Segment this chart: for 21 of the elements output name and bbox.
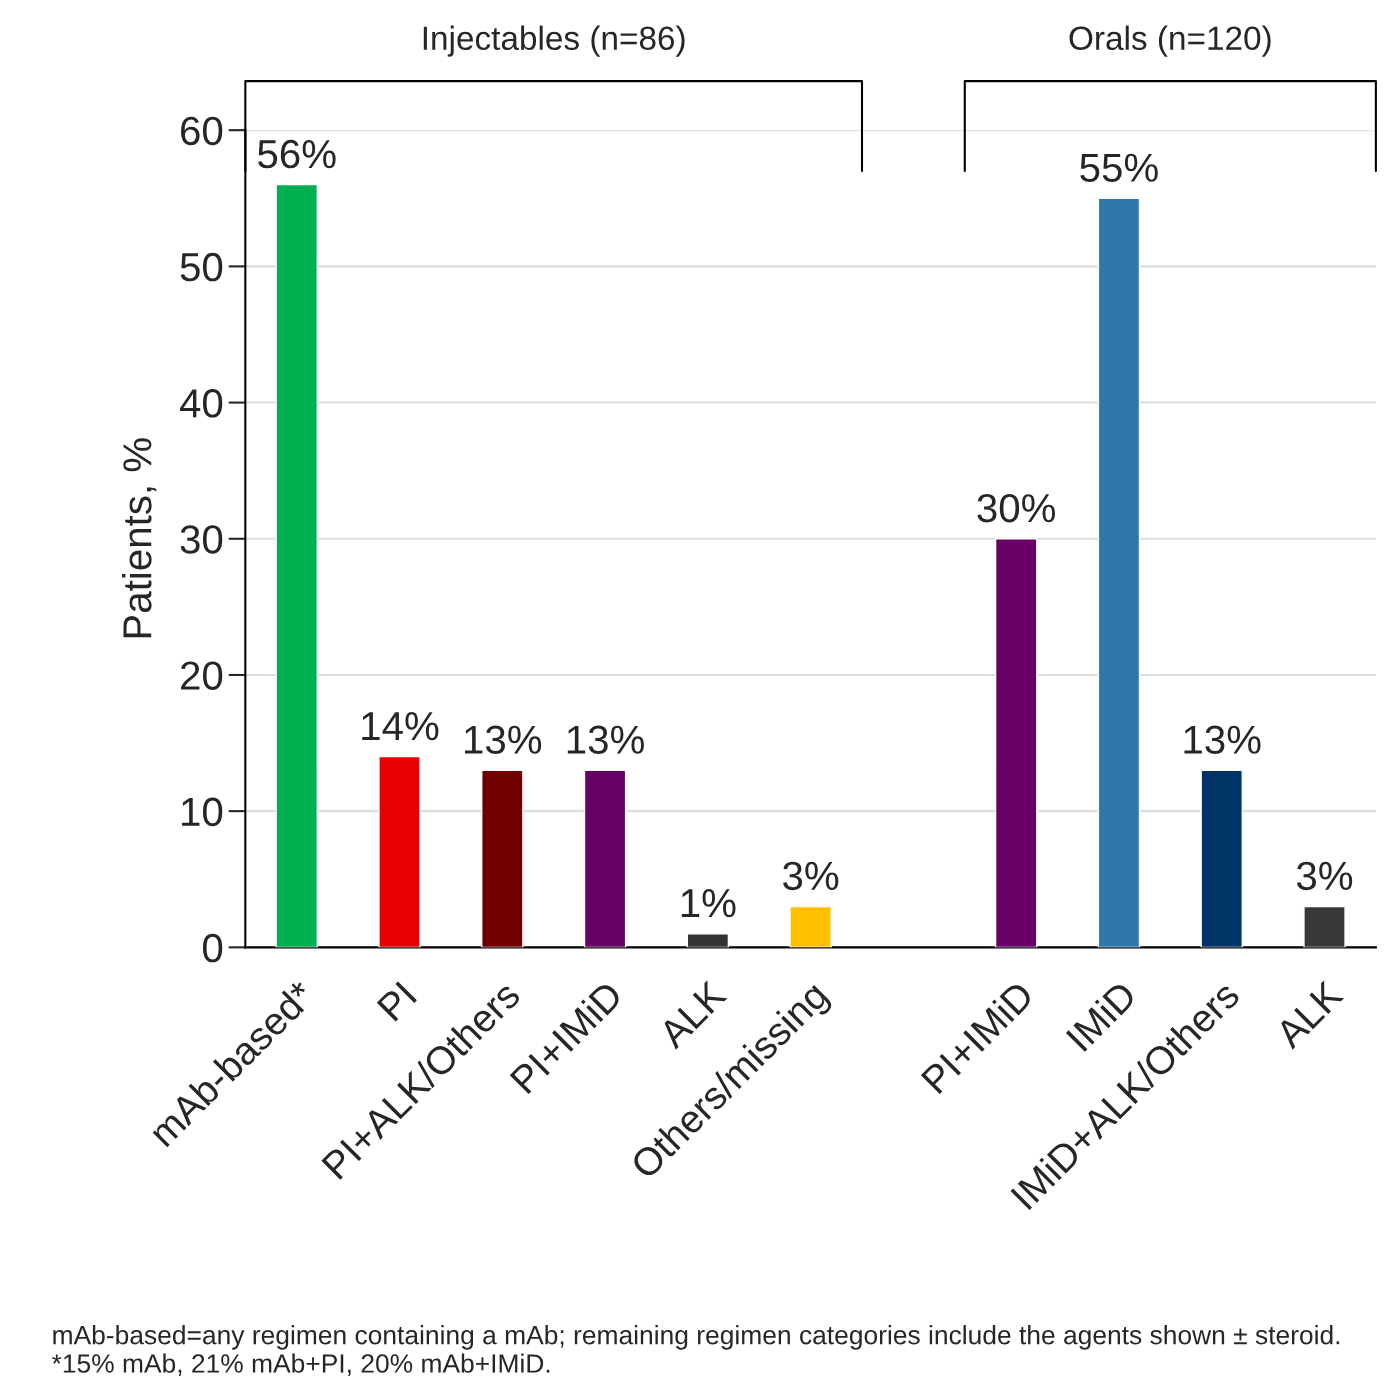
y-tick-label: 10: [182, 797, 223, 827]
data-label: 30%: [977, 493, 1056, 523]
text: Injectables (n=86): [423, 25, 685, 57]
y-tick-label: 20: [181, 661, 223, 690]
data-label: 55%: [1080, 153, 1158, 182]
text: Orals (n=120): [1069, 25, 1271, 57]
y-tick-label: 60: [181, 116, 223, 146]
data-label: 13%: [465, 725, 542, 754]
text: mAb-based=any regimen containing a mAb; remaining regimen categories include the agents shown ± steroid. *15% mAb, 21% mAb+PI, 20% mAb+IMiD.: [52, 1325, 1340, 1376]
y-tick-label: 30: [180, 525, 223, 554]
y-tick-label: 0: [202, 933, 223, 963]
y-tick-label: 50: [180, 252, 223, 282]
data-label: 56%: [258, 139, 336, 169]
data-label: 14%: [362, 712, 439, 741]
data-label: 3%: [783, 861, 839, 891]
data-label: 3%: [1296, 861, 1353, 891]
data-label: 13%: [1184, 725, 1261, 754]
data-label: 13%: [567, 725, 644, 754]
y-axis-title: Patients, %: [122, 438, 157, 638]
y-tick-label: 40: [179, 389, 223, 418]
data-label: 1%: [681, 889, 736, 918]
